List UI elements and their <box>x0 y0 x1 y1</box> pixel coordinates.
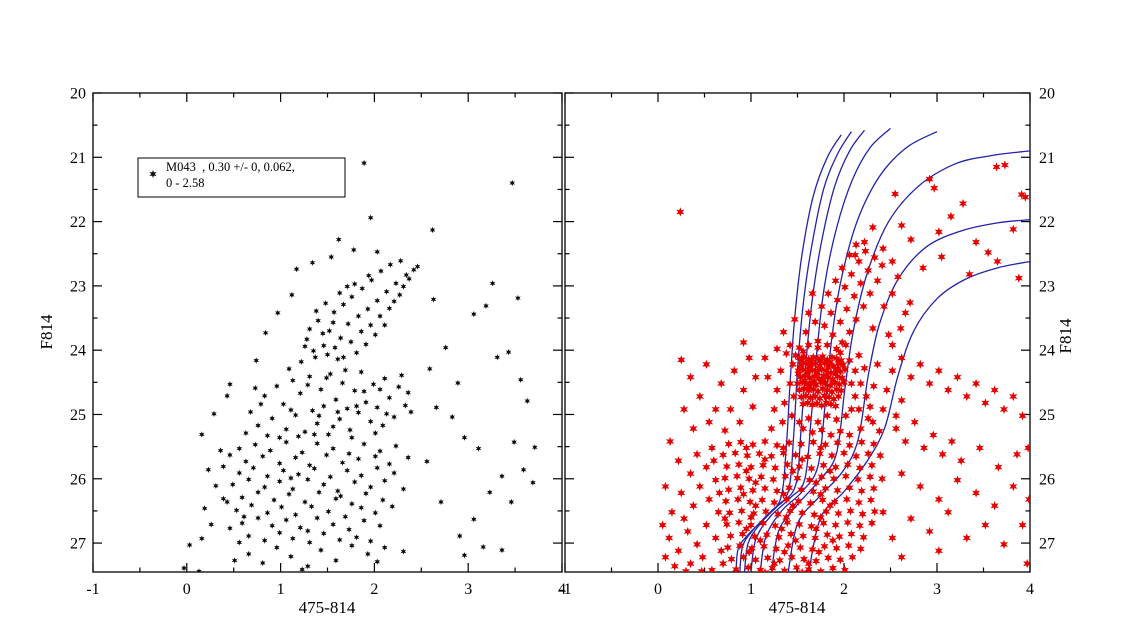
y-tick-label: 27 <box>1039 536 1055 553</box>
legend: M043 , 0.30 +/- 0, 0.062, 0 - 2.58 <box>137 157 346 198</box>
x-tick-label: 2 <box>370 581 378 598</box>
y-tick-label: 23 <box>70 278 86 295</box>
y-tick-label: 26 <box>1039 471 1055 488</box>
y-tick-label: 25 <box>1039 407 1055 424</box>
y-tick-label: 21 <box>1039 150 1055 167</box>
x-tick-label: -1 <box>558 581 571 598</box>
scatter-points-right <box>658 160 1030 572</box>
x-tick-label: 2 <box>840 581 848 598</box>
y-tick-label: 25 <box>70 407 86 424</box>
isochrone-curve <box>808 260 1030 572</box>
y-tick-label: 24 <box>70 343 86 360</box>
legend-line-2: 0 - 2.58 <box>166 176 205 190</box>
x-axis-title-left: 475-814 <box>299 598 356 617</box>
ticks-left <box>92 92 563 572</box>
legend-marker-star-icon <box>149 170 157 178</box>
x-tick-label: 0 <box>183 581 191 598</box>
x-tick-label: 3 <box>464 581 472 598</box>
scatter-points-left <box>181 159 538 572</box>
x-tick-label: 1 <box>277 581 285 598</box>
isochrone-curve <box>787 219 1030 572</box>
y-tick-label: 24 <box>1039 343 1055 360</box>
x-tick-label: 0 <box>654 581 662 598</box>
isochrone-curve <box>750 127 891 572</box>
y-axis-title-left: F814 <box>37 314 56 349</box>
y-tick-label: 21 <box>70 150 86 167</box>
x-axis-title-right: 475-814 <box>769 598 826 617</box>
y-tick-label: 23 <box>1039 278 1055 295</box>
legend-line-1: M043 , 0.30 +/- 0, 0.062, <box>166 160 295 174</box>
ticks-right <box>564 92 1031 572</box>
y-tick-label: 27 <box>70 536 86 553</box>
y-tick-label: 22 <box>1039 214 1055 231</box>
isochrone-curve <box>735 134 842 572</box>
y-tick-label: 26 <box>70 471 86 488</box>
isochrone-curve <box>770 150 1030 572</box>
x-tick-label: 4 <box>558 581 566 598</box>
legend-box <box>137 157 346 198</box>
y-axis-title-right: F814 <box>1056 318 1075 353</box>
x-tick-label: 1 <box>747 581 755 598</box>
x-tick-label: 4 <box>1026 581 1034 598</box>
y-tick-label: 20 <box>1039 86 1055 103</box>
x-tick-label: 3 <box>933 581 941 598</box>
x-tick-label: -1 <box>86 581 99 598</box>
y-tick-label: 22 <box>70 214 86 231</box>
y-tick-label: 20 <box>70 86 86 103</box>
